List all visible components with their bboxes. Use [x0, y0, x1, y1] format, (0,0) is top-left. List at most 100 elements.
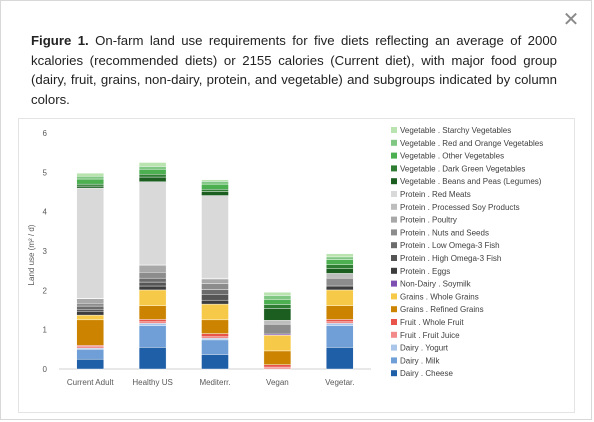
bar-segment	[326, 273, 354, 279]
bar-segment	[138, 176, 167, 182]
bar-segment	[138, 285, 167, 291]
bar-segment	[326, 289, 354, 306]
legend-label: Dairy . Yogurt	[400, 344, 449, 353]
bar-segment	[201, 283, 229, 290]
bar-segment	[201, 278, 229, 284]
y-axis-label: Land use (m² / d)	[27, 224, 36, 285]
x-tick-label: Vegetar.	[325, 378, 354, 387]
bar-segment	[326, 268, 354, 274]
bar-segment	[326, 285, 354, 291]
legend-swatch	[391, 203, 397, 210]
legend-label: Protein . High Omega-3 Fish	[400, 254, 501, 263]
legend-swatch	[391, 216, 397, 223]
legend-swatch	[391, 331, 397, 338]
legend-item: Protein . Eggs	[391, 267, 450, 276]
legend-label: Vegetable . Red and Orange Vegetables	[400, 139, 543, 148]
bar-segment	[201, 333, 229, 337]
legend-item: Dairy . Cheese	[391, 369, 453, 378]
legend-item: Vegetable . Starchy Vegetables	[391, 126, 511, 135]
bar-segment	[138, 277, 167, 283]
bar-stack	[263, 292, 292, 370]
figure-caption-text: On-farm land use requirements for five d…	[31, 33, 557, 107]
legend-swatch	[391, 344, 397, 351]
x-tick-label: Vegan	[266, 378, 289, 387]
figure-caption: Figure 1. On-farm land use requirements …	[31, 31, 557, 109]
bar-segment	[76, 185, 104, 189]
legend-swatch	[391, 319, 397, 325]
bar-segment	[138, 289, 167, 306]
bar-segment	[76, 176, 104, 180]
bar-segment	[201, 354, 229, 370]
bar-segment	[201, 319, 229, 334]
legend-label: Dairy . Milk	[400, 356, 441, 365]
legend-swatch	[391, 229, 397, 236]
bar-segment	[263, 366, 292, 370]
bar-stack	[201, 179, 229, 370]
bar-segment	[201, 303, 229, 321]
bar-segment	[263, 323, 292, 335]
bar-segment	[76, 319, 104, 346]
bar-segment	[201, 179, 229, 182]
bar-segment	[263, 364, 292, 368]
bar-segment	[326, 319, 354, 323]
bar-segment	[76, 298, 104, 304]
y-tick-label: 0	[43, 365, 48, 374]
bar-segment	[76, 187, 104, 299]
bar-segment	[76, 358, 104, 370]
bar-segment	[201, 289, 229, 295]
bar-segment	[201, 191, 229, 196]
bar-segment	[138, 347, 167, 370]
bar-segment	[326, 347, 354, 370]
legend-label: Vegetable . Other Vegetables	[400, 152, 504, 161]
legend-label: Grains . Refined Grains	[400, 305, 484, 314]
bar-segment	[138, 174, 167, 178]
figure-caption-lead: Figure 1.	[31, 33, 89, 48]
bar-segment	[326, 256, 354, 260]
legend-item: Non-Dairy . Soymilk	[391, 280, 472, 289]
legend-swatch	[391, 165, 397, 172]
bar-segment	[76, 303, 104, 307]
legend-item: Grains . Refined Grains	[391, 305, 484, 314]
legend-item: Vegetable . Red and Orange Vegetables	[391, 139, 543, 148]
bar-segment	[76, 309, 104, 312]
bar-segment	[201, 183, 229, 190]
y-tick-label: 1	[43, 326, 48, 335]
y-tick-label: 2	[43, 286, 48, 295]
bar-segment	[138, 264, 167, 273]
bar-segment	[201, 338, 229, 341]
legend-swatch	[391, 357, 397, 364]
legend-label: Non-Dairy . Soymilk	[400, 280, 472, 289]
bar-segment	[263, 320, 292, 325]
legend-label: Protein . Processed Soy Products	[400, 203, 520, 212]
bar-segment	[201, 294, 229, 301]
legend-label: Fruit . Whole Fruit	[400, 318, 464, 327]
bar-segment	[263, 304, 292, 309]
bar-segment	[326, 325, 354, 348]
legend-swatch	[391, 139, 397, 146]
bar-segment	[138, 181, 167, 265]
legend-swatch	[391, 293, 397, 300]
bar-segment	[201, 189, 229, 192]
legend-swatch	[391, 306, 397, 313]
bar-segment	[201, 195, 229, 279]
bar-segment	[263, 299, 292, 305]
bars	[76, 162, 354, 370]
bar-segment	[263, 308, 292, 321]
bar-segment	[201, 299, 229, 305]
close-icon[interactable]: ✕	[562, 7, 580, 31]
legend-item: Fruit . Fruit Juice	[391, 331, 460, 340]
legend-label: Fruit . Fruit Juice	[400, 331, 460, 340]
legend-item: Protein . Processed Soy Products	[391, 203, 520, 212]
legend-swatch	[391, 127, 397, 133]
bar-segment	[138, 323, 167, 326]
bar-segment	[138, 321, 167, 324]
bar-segment	[201, 339, 229, 355]
bar-segment	[326, 253, 354, 258]
bar-segment	[201, 181, 229, 185]
bar-segment	[138, 272, 167, 279]
y-tick-label: 5	[43, 168, 48, 177]
legend-item: Grains . Whole Grains	[391, 292, 479, 301]
bar-segment	[326, 305, 354, 320]
legend-swatch	[391, 267, 397, 274]
bar-segment	[263, 334, 292, 352]
